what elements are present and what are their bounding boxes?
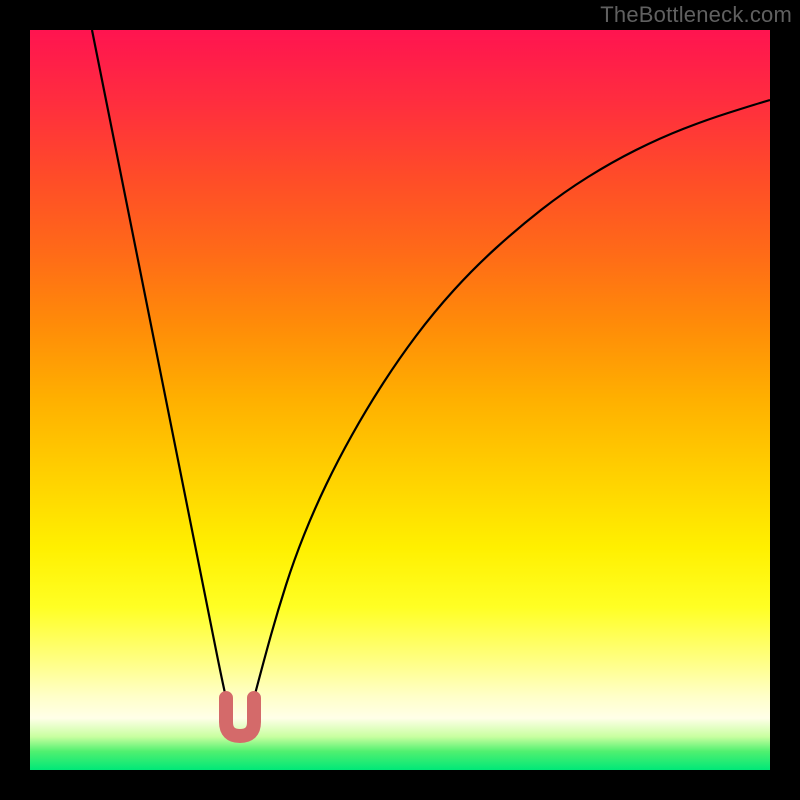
chart-curves [30,30,770,770]
minimum-marker [226,698,254,736]
curve-right-branch [254,100,770,698]
watermark-text: TheBottleneck.com [600,2,792,28]
plot-area [30,30,770,770]
curve-left-branch [92,30,226,698]
chart-frame: TheBottleneck.com [0,0,800,800]
